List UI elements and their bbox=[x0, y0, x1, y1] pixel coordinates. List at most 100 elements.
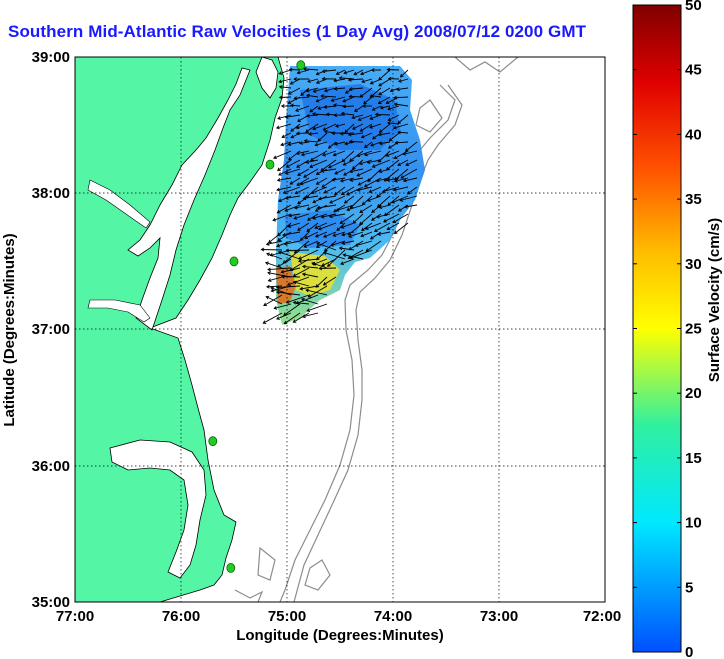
velocity-vector-head bbox=[386, 67, 391, 72]
velocity-vector-head bbox=[366, 198, 371, 202]
velocity-vector bbox=[300, 177, 319, 185]
velocity-vector bbox=[289, 177, 301, 185]
velocity-vector-head bbox=[360, 71, 364, 76]
velocity-vector-head bbox=[292, 300, 297, 305]
velocity-vector-head bbox=[349, 178, 354, 182]
velocity-vector-head bbox=[396, 87, 400, 92]
velocity-vector-head bbox=[348, 94, 353, 99]
velocity-vector bbox=[306, 94, 319, 98]
velocity-vector-head bbox=[317, 138, 322, 142]
velocity-vector-head bbox=[315, 244, 320, 248]
velocity-vector bbox=[364, 141, 373, 148]
velocity-vector-head bbox=[378, 205, 383, 209]
velocity-vector-head bbox=[399, 198, 404, 202]
velocity-vector-head bbox=[306, 308, 311, 313]
velocity-vector-head bbox=[329, 200, 333, 204]
velocity-vector bbox=[334, 141, 346, 145]
velocity-vector-head bbox=[273, 305, 278, 310]
velocity-vector bbox=[285, 195, 301, 199]
velocity-vector-head bbox=[302, 67, 307, 71]
velocity-vector bbox=[284, 240, 301, 245]
velocity-vector bbox=[311, 262, 328, 269]
velocity-vector-head bbox=[282, 232, 286, 237]
velocity-vector bbox=[349, 141, 364, 143]
velocity-vector bbox=[317, 132, 328, 142]
velocity-vector bbox=[304, 240, 319, 248]
velocity-vector-head bbox=[383, 218, 387, 223]
velocity-vector bbox=[336, 204, 355, 212]
velocity-vector bbox=[323, 276, 337, 286]
colorbar-tick-7: 35 bbox=[685, 191, 702, 208]
velocity-vector bbox=[296, 294, 319, 305]
velocity-vector-head bbox=[393, 178, 398, 183]
velocity-vector bbox=[370, 141, 382, 147]
velocity-vector bbox=[386, 159, 400, 171]
velocity-vector bbox=[394, 222, 409, 234]
velocity-vector-head bbox=[375, 214, 380, 219]
velocity-vector bbox=[276, 186, 292, 191]
velocity-vector bbox=[376, 177, 391, 182]
velocity-vector-head bbox=[276, 316, 280, 320]
velocity-vector bbox=[378, 132, 391, 136]
velocity-vector bbox=[286, 294, 310, 304]
velocity-vector bbox=[287, 276, 310, 286]
velocity-vector-head bbox=[315, 71, 320, 76]
velocity-vector bbox=[290, 104, 301, 107]
velocity-vector-head bbox=[275, 285, 280, 290]
velocity-vector bbox=[378, 96, 391, 104]
velocity-vector bbox=[303, 168, 319, 178]
velocity-vector bbox=[341, 112, 355, 116]
velocity-vector bbox=[371, 204, 382, 213]
velocity-vector bbox=[308, 285, 328, 298]
velocity-vector-head bbox=[368, 189, 373, 194]
velocity-vector bbox=[316, 96, 328, 102]
velocity-vector-head bbox=[292, 319, 297, 323]
velocity-vector bbox=[278, 251, 301, 260]
velocity-vector bbox=[266, 285, 283, 288]
velocity-vector bbox=[359, 213, 373, 226]
velocity-vector bbox=[302, 273, 319, 278]
velocity-vector-head bbox=[369, 80, 374, 85]
velocity-vector bbox=[334, 186, 346, 196]
velocity-vector-head bbox=[267, 267, 271, 272]
velocity-vector-head bbox=[333, 86, 338, 91]
velocity-vector bbox=[372, 159, 391, 168]
velocity-vector-head bbox=[317, 226, 322, 231]
velocity-vector-head bbox=[317, 106, 322, 110]
velocity-vector bbox=[392, 213, 409, 223]
velocity-vector bbox=[323, 231, 337, 238]
colorbar bbox=[632, 4, 682, 653]
velocity-vector bbox=[334, 168, 346, 175]
velocity-vector-head bbox=[353, 71, 358, 76]
velocity-vector bbox=[294, 204, 310, 209]
velocity-vector bbox=[293, 281, 310, 287]
velocity-vector bbox=[396, 87, 409, 91]
velocity-vector bbox=[290, 78, 301, 85]
velocity-vector-head bbox=[333, 103, 337, 108]
delaware-bay bbox=[255, 57, 279, 99]
velocity-vector-head bbox=[339, 178, 344, 183]
velocity-vector bbox=[305, 123, 319, 133]
velocity-vector-head bbox=[315, 98, 320, 103]
velocity-vector-head bbox=[310, 157, 314, 161]
velocity-vector-head bbox=[301, 264, 306, 269]
velocity-vector-head bbox=[327, 263, 331, 268]
velocity-vector bbox=[336, 222, 346, 231]
velocity-vector bbox=[298, 258, 319, 262]
velocity-vector bbox=[372, 105, 382, 111]
velocity-vector bbox=[278, 195, 292, 202]
velocity-vector bbox=[312, 123, 328, 130]
velocity-vector-head bbox=[283, 241, 288, 246]
velocity-vector bbox=[358, 177, 373, 186]
velocity-vector-head bbox=[379, 105, 384, 110]
velocity-vector bbox=[306, 159, 319, 164]
velocity-vector-head bbox=[297, 118, 301, 122]
velocity-vector bbox=[276, 291, 301, 296]
velocity-vector-head bbox=[399, 73, 404, 78]
velocity-vector-head bbox=[295, 300, 300, 305]
velocity-vector-head bbox=[363, 183, 368, 188]
velocity-vector-head bbox=[287, 224, 292, 228]
velocity-vector bbox=[352, 213, 364, 224]
colorbar-ticks: 0 5 10 15 20 25 30 35 40 45 50 bbox=[633, 0, 702, 659]
velocity-vector-head bbox=[387, 117, 392, 122]
